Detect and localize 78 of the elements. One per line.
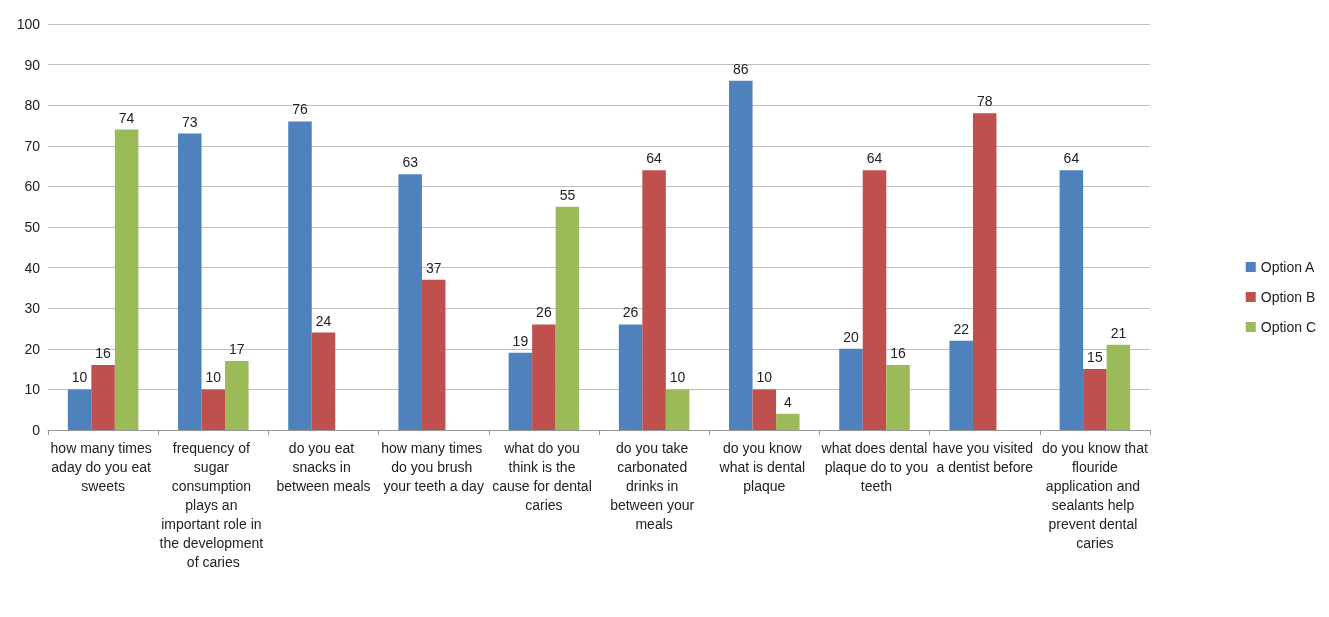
bar — [665, 389, 690, 430]
data-label: 24 — [315, 312, 332, 329]
data-label: 86 — [733, 60, 749, 77]
bar — [1106, 344, 1131, 430]
data-label: 20 — [843, 328, 859, 345]
data-label: 74 — [118, 109, 135, 126]
bar — [508, 352, 533, 430]
bar — [311, 332, 336, 430]
data-label: 19 — [512, 332, 529, 349]
bar — [178, 133, 202, 430]
data-label: 15 — [1087, 349, 1103, 366]
bar — [972, 113, 997, 430]
bar — [949, 340, 973, 430]
data-label: 78 — [976, 93, 993, 110]
x-tick-label: do you eat snacks in between meals — [276, 439, 371, 494]
data-label: 4 — [783, 393, 792, 410]
bar — [862, 170, 887, 430]
bar — [288, 121, 312, 430]
data-label: 16 — [890, 345, 907, 362]
bar — [1059, 170, 1084, 430]
data-label: 55 — [559, 186, 576, 203]
y-tick-label: 80 — [24, 97, 41, 114]
y-tick-label: 100 — [16, 16, 41, 32]
bar — [776, 413, 800, 430]
bar — [618, 324, 643, 430]
data-label: 26 — [622, 304, 639, 321]
data-label: 10 — [756, 369, 773, 386]
y-tick-label: 40 — [24, 259, 41, 276]
bar — [1083, 369, 1107, 430]
bar — [839, 348, 863, 430]
data-label: 76 — [292, 101, 308, 118]
y-tick-label: 30 — [24, 300, 41, 317]
data-label: 64 — [646, 150, 663, 167]
data-label: 64 — [866, 150, 883, 167]
bar — [421, 279, 446, 430]
data-label: 26 — [536, 304, 552, 321]
bar — [886, 365, 910, 430]
bar — [555, 206, 580, 430]
data-label: 10 — [71, 369, 88, 386]
data-label: 10 — [669, 369, 686, 386]
bar — [67, 389, 92, 430]
x-tick-label: do you take carbonated drinks in between your meals — [610, 439, 699, 532]
data-label: 16 — [95, 345, 112, 362]
x-tick-label: have you visited a dentist before — [932, 439, 1037, 475]
data-label: 21 — [1110, 324, 1127, 341]
x-tick-label: do you know what is dental plaque — [718, 439, 810, 494]
y-tick-label: 50 — [24, 219, 41, 235]
bar — [532, 324, 556, 430]
x-tick-label: what do you think is the cause for dental caries — [492, 439, 596, 513]
data-label: 73 — [182, 113, 198, 130]
x-tick-label: do you know that flouride application and sealants help prevent dental caries — [1041, 439, 1148, 551]
legend-label: Option C — [1260, 319, 1316, 335]
x-tick-label: how many times aday do you eat sweets — [50, 439, 156, 494]
bar — [114, 129, 139, 430]
data-label: 17 — [229, 340, 245, 357]
legend-label: Option A — [1260, 259, 1316, 275]
y-tick-label: 20 — [24, 340, 41, 357]
y-tick-label: 60 — [24, 178, 41, 195]
y-tick-label: 70 — [24, 137, 41, 154]
x-tick-label: how many times do you brush your teeth a day — [381, 439, 487, 494]
bar — [729, 80, 753, 430]
data-label: 63 — [402, 154, 419, 171]
bar — [642, 170, 666, 430]
bar — [225, 360, 249, 430]
legend-label: Option B — [1260, 289, 1316, 305]
data-label: 22 — [953, 320, 970, 337]
y-tick-label: 0 — [32, 422, 41, 438]
data-label: 64 — [1063, 150, 1080, 167]
data-label: 10 — [205, 369, 222, 386]
y-tick-label: 90 — [24, 56, 41, 73]
x-tick-label: what does dental plaque do to you teeth — [820, 439, 929, 494]
bar — [752, 389, 777, 430]
bar — [91, 365, 115, 430]
data-label: 37 — [425, 259, 442, 276]
bar — [398, 174, 422, 430]
bar — [201, 389, 226, 430]
x-tick-label: frequency of sugar consumption plays an important role in the development of caries — [159, 439, 267, 570]
y-tick-label: 10 — [24, 381, 41, 398]
